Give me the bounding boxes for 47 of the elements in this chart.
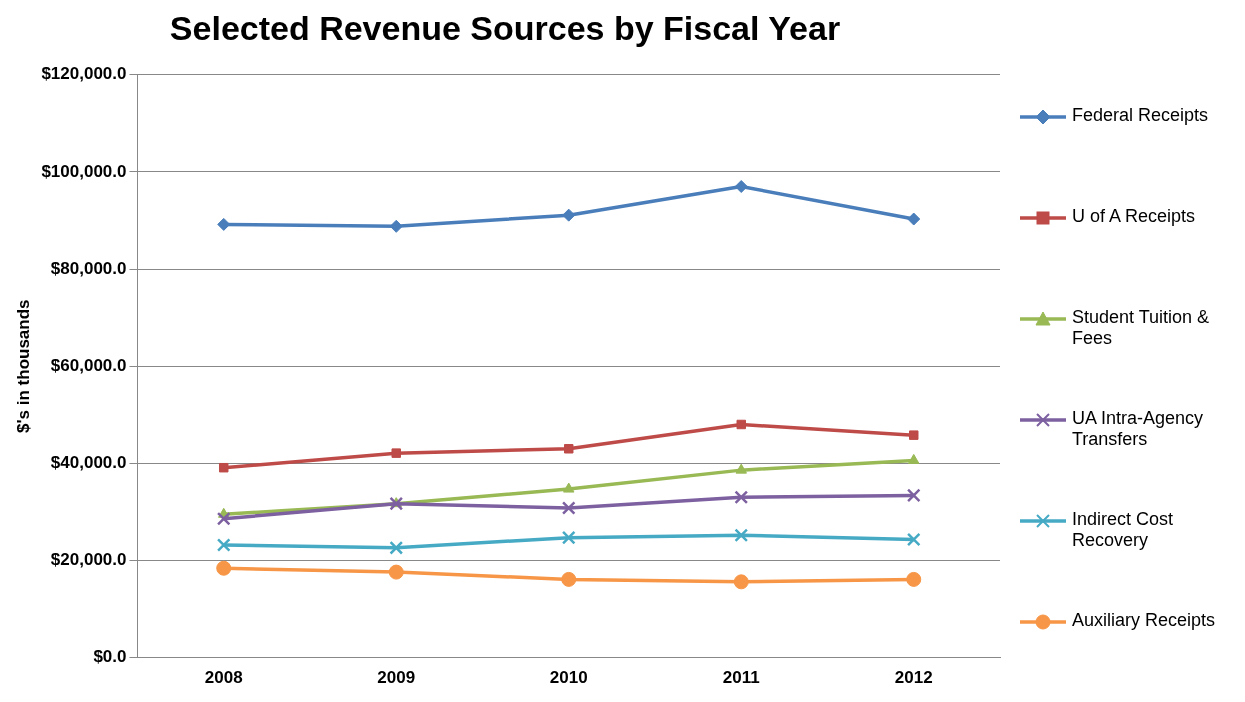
y-tick-label: $40,000.0 <box>50 453 127 473</box>
point <box>564 444 574 454</box>
y-tick-label: $60,000.0 <box>50 355 127 375</box>
point <box>734 180 748 193</box>
point <box>216 560 232 576</box>
point <box>561 530 576 545</box>
legend-label: Federal Receipts <box>1072 105 1209 126</box>
chart-title: Selected Revenue Sources by Fiscal Year <box>169 8 841 47</box>
point <box>391 448 401 458</box>
point <box>907 212 921 226</box>
point <box>563 482 575 493</box>
x-tick-label: 2012 <box>894 668 933 688</box>
point <box>908 453 920 464</box>
y-tick-label: $100,000.0 <box>41 161 127 181</box>
y-axis-title: $'s in thousands <box>13 299 33 433</box>
point <box>389 219 403 233</box>
point <box>735 463 747 474</box>
point <box>389 540 404 555</box>
point <box>736 419 746 430</box>
point <box>909 430 919 440</box>
point <box>562 208 576 222</box>
x-tick-label: 2011 <box>722 668 760 688</box>
point <box>733 574 749 590</box>
legend-label: Auxiliary Receipts <box>1072 610 1216 631</box>
point <box>906 488 921 503</box>
x-tick-label: 2009 <box>377 668 416 688</box>
point <box>561 501 576 515</box>
x-tick-label: 2008 <box>204 668 243 688</box>
legend-label: U of A Receipts <box>1072 206 1196 227</box>
point <box>216 511 231 526</box>
y-tick-label: $80,000.0 <box>50 258 127 278</box>
point <box>388 564 404 580</box>
y-tick-label: $20,000.0 <box>50 550 127 570</box>
point <box>216 538 231 552</box>
y-tick-label: $120,000.0 <box>41 64 127 84</box>
point <box>217 217 231 231</box>
x-tick-label: 2010 <box>549 668 588 688</box>
y-tick-label: $0.0 <box>93 647 127 667</box>
legend-label: Student Tuition & Fees <box>1072 307 1211 349</box>
point <box>734 528 749 543</box>
point <box>906 532 921 547</box>
point <box>734 490 749 505</box>
point <box>561 571 577 587</box>
legend-label: Indirect Cost Recovery <box>1072 509 1175 551</box>
point <box>906 571 922 587</box>
legend-label: UA Intra-Agency Transfers <box>1072 408 1205 450</box>
point <box>218 462 229 473</box>
